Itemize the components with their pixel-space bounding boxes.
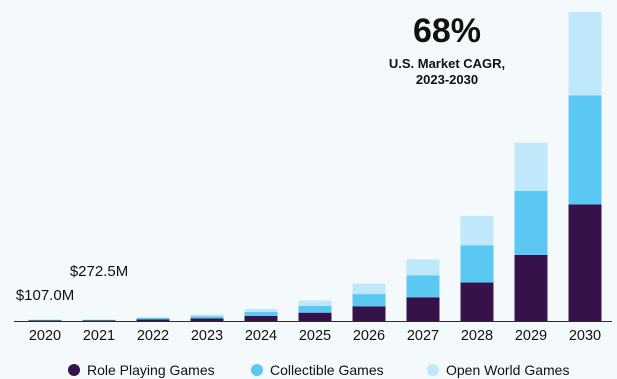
bar-2026-role-playing-games — [352, 306, 386, 321]
bar-2022-open-world-games — [136, 317, 170, 319]
bar-2020-role-playing-games — [28, 320, 62, 321]
legend-label-open-world-games: Open World Games — [446, 362, 569, 378]
data-label-2020: $107.0M — [16, 287, 74, 304]
x-tick-2024: 2024 — [245, 328, 277, 344]
x-axis-ticks: 2020 2021 2022 2023 2024 2025 2026 2027 2028 2029… — [29, 328, 601, 344]
bar-2024-collectible-games — [244, 311, 278, 316]
cagr-value: 68% — [413, 12, 481, 50]
bar-2021-collectible-games — [82, 319, 116, 321]
x-tick-2028: 2028 — [461, 328, 493, 344]
bar-2030-role-playing-games — [568, 204, 602, 321]
bar-2027-open-world-games — [406, 259, 440, 276]
bar-2025-collectible-games — [298, 306, 332, 313]
bars-group — [28, 12, 602, 321]
bar-2026-open-world-games — [352, 283, 386, 295]
x-tick-2030: 2030 — [569, 328, 601, 344]
legend-swatch-open-world-games — [427, 364, 439, 376]
bar-2021-open-world-games — [82, 319, 116, 321]
bar-2024-open-world-games — [244, 308, 278, 312]
bar-2021-role-playing-games — [82, 320, 116, 321]
bar-2026-collectible-games — [352, 294, 386, 307]
bar-2022-role-playing-games — [136, 319, 170, 321]
bar-2025-open-world-games — [298, 300, 332, 306]
legend-swatch-collectible-games — [251, 364, 263, 376]
bar-2027-collectible-games — [406, 275, 440, 298]
bar-2023-open-world-games — [190, 314, 224, 317]
x-tick-2025: 2025 — [299, 328, 331, 344]
bar-2023-collectible-games — [190, 316, 224, 319]
x-tick-2021: 2021 — [83, 328, 115, 344]
bar-2023-role-playing-games — [190, 318, 224, 321]
x-tick-2027: 2027 — [407, 328, 439, 344]
bar-2028-collectible-games — [460, 245, 494, 283]
x-tick-2023: 2023 — [191, 328, 223, 344]
bar-2029-collectible-games — [514, 190, 548, 255]
data-label-2021: $272.5M — [70, 263, 128, 280]
bar-2030-collectible-games — [568, 95, 602, 205]
bar-2022-collectible-games — [136, 318, 170, 320]
bar-2028-open-world-games — [460, 215, 494, 246]
bar-2024-role-playing-games — [244, 315, 278, 321]
cagr-label-line2: 2023-2030 — [416, 72, 478, 87]
bar-2025-role-playing-games — [298, 312, 332, 321]
bar-2029-role-playing-games — [514, 254, 548, 321]
bar-2027-role-playing-games — [406, 297, 440, 321]
bar-2029-open-world-games — [514, 142, 548, 191]
bar-2020-open-world-games — [28, 319, 62, 321]
legend-swatch-role-playing-games — [68, 364, 80, 376]
legend-label-role-playing-games: Role Playing Games — [87, 362, 215, 378]
x-tick-2022: 2022 — [137, 328, 169, 344]
legend-label-collectible-games: Collectible Games — [270, 362, 384, 378]
data-labels: $107.0M $272.5M — [16, 263, 128, 304]
bar-2030-open-world-games — [568, 12, 602, 96]
bar-2028-role-playing-games — [460, 282, 494, 321]
x-tick-2026: 2026 — [353, 328, 385, 344]
bar-2020-collectible-games — [28, 319, 62, 321]
cagr-label-line1: U.S. Market CAGR, — [389, 56, 505, 71]
x-tick-2029: 2029 — [515, 328, 547, 344]
x-tick-2020: 2020 — [29, 328, 61, 344]
legend: Role Playing Games Collectible Games Open … — [68, 362, 569, 378]
